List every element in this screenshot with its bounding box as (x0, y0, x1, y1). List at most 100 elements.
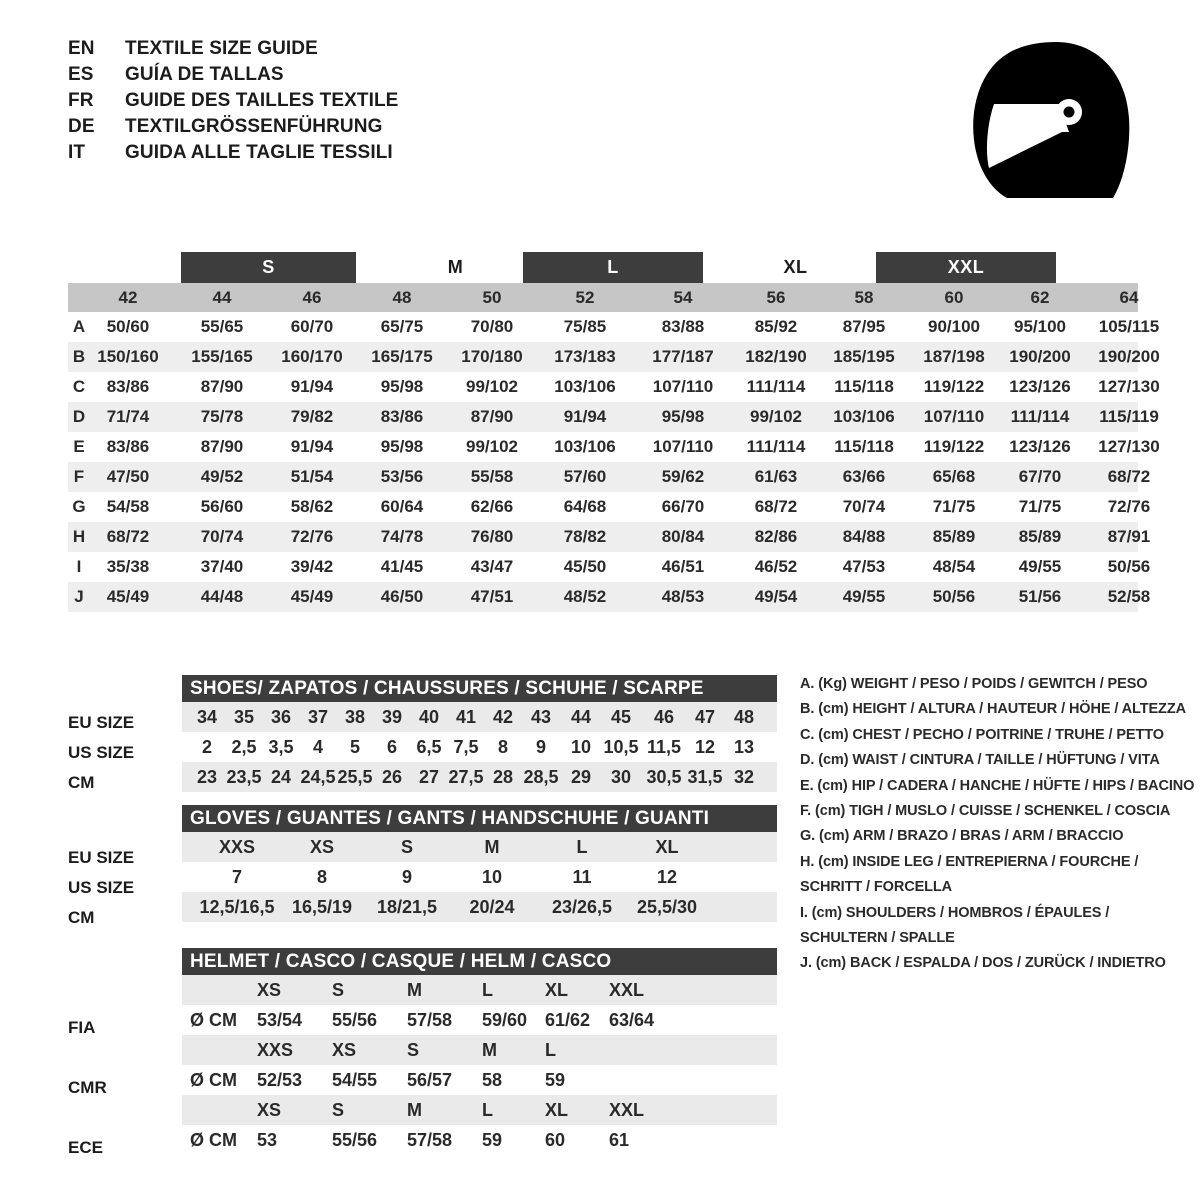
legend-line-6: G. (cm) ARM / BRAZO / BRAS / ARM / BRACC… (800, 828, 1124, 845)
cell-a-60: 90/100 (928, 317, 980, 336)
cell-j-50: 47/51 (470, 587, 514, 606)
helmet-ece-size-row: XS S M L XL XXL (182, 1095, 777, 1125)
cell-f-60: 65/68 (932, 467, 976, 486)
helmet-label-cmr: CMR (68, 1078, 107, 1097)
shoes-table: SHOES/ ZAPATOS / CHAUSSURES / SCHUHE / S… (182, 675, 777, 792)
legend-line-11: J. (cm) BACK / ESPALDA / DOS / ZURÜCK / … (800, 955, 1166, 972)
cell-f-64: 68/72 (1107, 467, 1151, 486)
helmet-fia-size-2: M (407, 980, 422, 1000)
helmet-ece-size-1: S (332, 1100, 345, 1120)
gloves-cm-cell-0: 12,5/16,5 (199, 897, 275, 917)
cell-c-60: 119/122 (923, 377, 985, 396)
cell-e-58: 115/118 (834, 437, 894, 456)
cell-c-62: 123/126 (1009, 377, 1071, 396)
shoes-us-cell-5: 6 (386, 737, 397, 757)
helmet-cmr-value-row: Ø CM 52/53 54/55 56/57 58 59 (182, 1065, 777, 1095)
cell-g-62: 71/75 (1018, 497, 1062, 516)
cell-b-62: 190/200 (1009, 347, 1071, 366)
row-label-f: F (73, 467, 85, 486)
lang-code-it: IT (68, 142, 86, 163)
helmet-ece-size-3: L (482, 1100, 493, 1120)
table-row: B 150/160 155/165 160/170 165/175 170/180 173/… (68, 342, 1160, 372)
cell-d-58: 103/106 (833, 407, 895, 426)
cell-i-50: 43/47 (470, 557, 514, 576)
helmet-cmr-size-0: XXS (257, 1040, 294, 1060)
gloves-us-cell-1: 8 (316, 867, 327, 887)
gloves-eu-cell-1: XS (309, 837, 334, 857)
cell-h-62: 85/89 (1018, 527, 1062, 546)
gloves-us-cell-2: 9 (401, 867, 412, 887)
cell-e-42: 83/86 (106, 437, 150, 456)
cell-i-42: 35/38 (106, 557, 150, 576)
cell-j-58: 49/55 (842, 587, 886, 606)
shoes-label-eu: EU SIZE (68, 713, 135, 732)
gloves-cm-cell-4: 23/26,5 (551, 897, 613, 917)
legend-line-1: B. (cm) HEIGHT / ALTURA / HAUTEUR / HÖHE… (800, 701, 1186, 718)
size-number-56: 56 (766, 288, 786, 307)
page-title-block: EN TEXTILE SIZE GUIDE ES GUÍA DE TALLAS … (68, 38, 628, 168)
cell-b-44: 155/165 (191, 347, 253, 366)
shoes-eu-cell-9: 43 (530, 707, 552, 727)
legend-line-3: D. (cm) WAIST / CINTURA / TAILLE / HÜFTU… (800, 752, 1160, 769)
row-label-j: J (74, 587, 84, 606)
helmet-ece-value-4: 60 (545, 1130, 566, 1150)
cell-i-52: 45/50 (563, 557, 607, 576)
cell-g-58: 70/74 (842, 497, 886, 516)
helmet-fia-value-0: 53/54 (257, 1010, 303, 1030)
table-row: H 68/72 70/74 72/76 74/78 76/80 78/82 80/84 82/8… (68, 522, 1150, 552)
cell-c-48: 95/98 (380, 377, 424, 396)
table-row: A 50/60 55/65 60/70 65/75 70/80 75/85 83/88 85/9… (68, 312, 1159, 342)
size-number-row: 42 44 46 48 50 52 54 56 58 60 62 64 (68, 283, 1138, 312)
cell-i-48: 41/45 (380, 557, 424, 576)
cell-e-50: 99/102 (466, 437, 518, 456)
cell-j-42: 45/49 (106, 587, 150, 606)
helmet-fia-size-row: XS S M L XL XXL (182, 975, 777, 1005)
helmet-ece-unit: Ø CM (190, 1130, 237, 1150)
cell-f-48: 53/56 (380, 467, 424, 486)
cell-f-56: 61/63 (754, 467, 798, 486)
cell-a-56: 85/92 (754, 317, 798, 336)
helmet-cmr-size-2: S (407, 1040, 420, 1060)
lang-code-de: DE (68, 116, 95, 137)
helmet-ece-value-0: 53 (257, 1130, 278, 1150)
helmet-fia-value-4: 61/62 (545, 1010, 591, 1030)
cell-f-52: 57/60 (563, 467, 607, 486)
cell-g-48: 60/64 (380, 497, 424, 516)
legend-line-2: C. (cm) CHEST / PECHO / POITRINE / TRUHE… (800, 726, 1164, 743)
cell-i-56: 46/52 (754, 557, 798, 576)
shoes-label-us: US SIZE (68, 743, 135, 762)
cell-c-46: 91/94 (290, 377, 334, 396)
shoes-eu-cell-13: 47 (694, 707, 716, 727)
helmet-cmr-size-1: XS (332, 1040, 357, 1060)
cell-f-58: 63/66 (842, 467, 886, 486)
cell-i-62: 49/55 (1018, 557, 1062, 576)
shoes-cm-cell-9: 28,5 (523, 767, 559, 787)
cell-d-44: 75/78 (200, 407, 244, 426)
cell-a-48: 65/75 (380, 317, 424, 336)
cell-c-56: 111/114 (746, 377, 806, 396)
cell-j-54: 48/53 (661, 587, 705, 606)
shoes-cm-cell-4: 25,5 (337, 767, 373, 787)
cell-c-58: 115/118 (834, 377, 894, 396)
shoes-us-cell-3: 4 (312, 737, 323, 757)
shoes-table-title: SHOES/ ZAPATOS / CHAUSSURES / SCHUHE / S… (182, 675, 777, 702)
row-label-e: E (73, 437, 85, 456)
helmet-table-body: XS S M L XL XXL Ø CM 53/54 55/56 57/58 59/60 61/62 6… (182, 975, 777, 1155)
legend-line-0: A. (Kg) WEIGHT / PESO / POIDS / GEWITCH … (800, 676, 1148, 692)
cell-a-42: 50/60 (106, 317, 150, 336)
cell-a-50: 70/80 (470, 317, 514, 336)
shoes-us-row: 2 2,5 3,5 4 5 6 6,5 7,5 8 9 10 10,5 11,5 12 13 (182, 732, 777, 762)
cell-f-42: 47/50 (106, 467, 150, 486)
shoes-us-cell-7: 7,5 (453, 737, 479, 757)
cell-j-52: 48/52 (563, 587, 607, 606)
title-text-it: GUIDA ALLE TAGLIE TESSILI (125, 142, 393, 163)
legend-line-8: SCHRITT / FORCELLA (800, 879, 953, 896)
title-text-fr: GUIDE DES TAILLES TEXTILE (125, 90, 399, 111)
helmet-table: HELMET / CASCO / CASQUE / HELM / CASCO X… (182, 948, 777, 1155)
cell-h-48: 74/78 (380, 527, 424, 546)
cell-d-62: 111/114 (1010, 407, 1070, 426)
title-line-de: DE TEXTILGRÖSSENFÜHRUNG (68, 116, 628, 142)
helmet-ece-value-1: 55/56 (332, 1130, 378, 1150)
gloves-us-cell-3: 10 (481, 867, 503, 887)
cell-i-46: 39/42 (290, 557, 334, 576)
